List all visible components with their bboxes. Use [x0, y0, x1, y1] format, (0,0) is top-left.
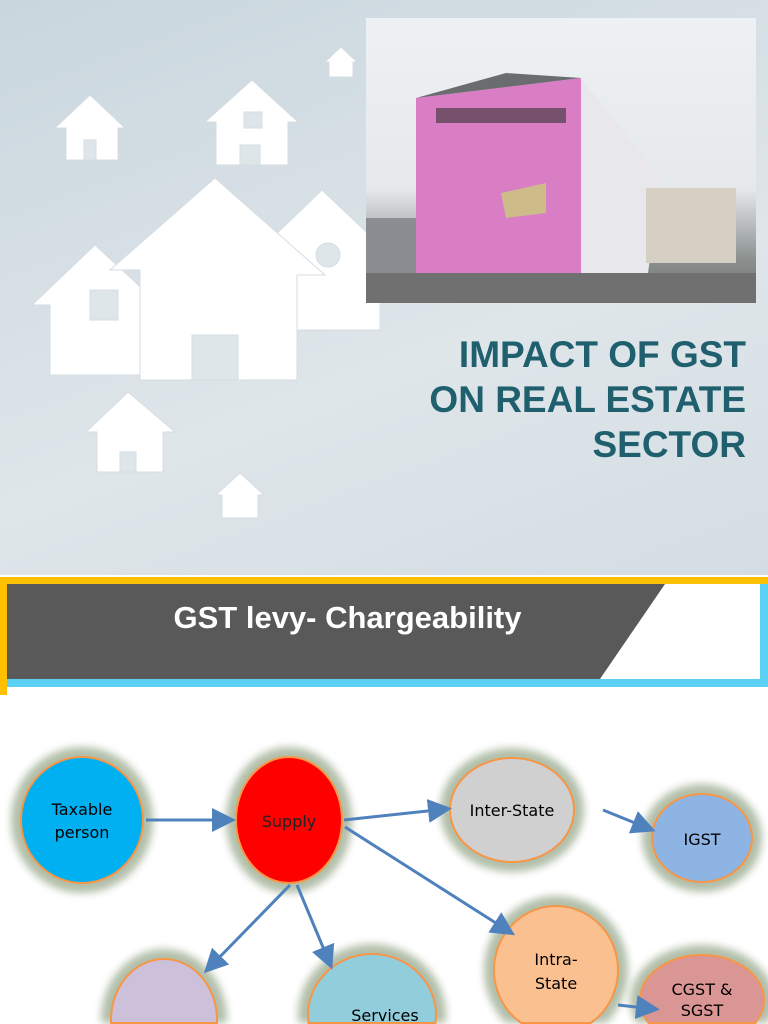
- chargeability-slide: GST levy- Chargeability Taxable person S…: [0, 575, 768, 1024]
- title-line: ON REAL ESTATE: [429, 379, 746, 420]
- node-ellipse: [307, 953, 437, 1024]
- node-igst: [642, 784, 762, 892]
- node-label: State: [535, 974, 577, 993]
- node-ellipse: [448, 757, 576, 863]
- arrow: [295, 884, 335, 970]
- arrow: [343, 798, 452, 823]
- node-label: Intra-: [534, 950, 577, 969]
- cyan-bar-right: [760, 584, 768, 687]
- house-icon: [53, 94, 127, 161]
- house-icon: [84, 391, 177, 473]
- node-cgst-sgst: [630, 945, 768, 1024]
- node-label: SGST: [681, 1001, 724, 1020]
- slide-title: IMPACT OF GST ON REAL ESTATE SECTOR: [429, 332, 746, 467]
- node-label: Supply: [262, 812, 317, 831]
- node-ellipse: [19, 756, 145, 884]
- node-ellipse: [639, 954, 765, 1024]
- title-slide: IMPACT OF GST ON REAL ESTATE SECTOR: [0, 0, 768, 575]
- node-services: [298, 944, 446, 1024]
- cyan-bar: [7, 679, 768, 687]
- node-supply: [226, 747, 352, 893]
- house-icon: [323, 46, 359, 78]
- house-icon: [203, 79, 300, 166]
- yellow-bar: [0, 577, 768, 584]
- node-intra-state: [484, 896, 629, 1024]
- node-label: IGST: [683, 830, 720, 849]
- arrow: [602, 808, 656, 834]
- title-line: IMPACT OF GST: [458, 334, 746, 375]
- node-inter-state: [440, 748, 584, 872]
- flow-diagram: Taxable person Supply Inter-State IGST I…: [11, 747, 768, 1024]
- slide-heading: GST levy- Chargeability: [173, 600, 522, 635]
- building-photo: [366, 18, 756, 303]
- node-label: Inter-State: [470, 801, 555, 820]
- node-ellipse: [234, 756, 344, 884]
- arrow: [203, 883, 292, 974]
- title-line: SECTOR: [592, 424, 746, 465]
- node-ellipse: [650, 793, 754, 883]
- node-label: person: [55, 823, 110, 842]
- arrow: [344, 825, 516, 936]
- banner-bg: [7, 584, 665, 679]
- arrows: [146, 798, 660, 1019]
- arrow: [617, 995, 660, 1019]
- house-icon: [108, 177, 327, 381]
- house-icon: [214, 472, 266, 519]
- node-label: CGST &: [671, 980, 732, 999]
- node-label: Taxable: [51, 800, 113, 819]
- node-ellipse: [110, 958, 218, 1024]
- yellow-bar-left: [0, 577, 7, 695]
- banner: [0, 577, 768, 695]
- houses-illustration: [30, 46, 380, 519]
- node-ellipse: [493, 905, 619, 1024]
- node-goods: [101, 949, 227, 1024]
- house-icon: [30, 244, 162, 376]
- photo-illustration: [366, 73, 756, 303]
- node-label: Services: [351, 1006, 418, 1024]
- node-taxable-person: [11, 747, 153, 893]
